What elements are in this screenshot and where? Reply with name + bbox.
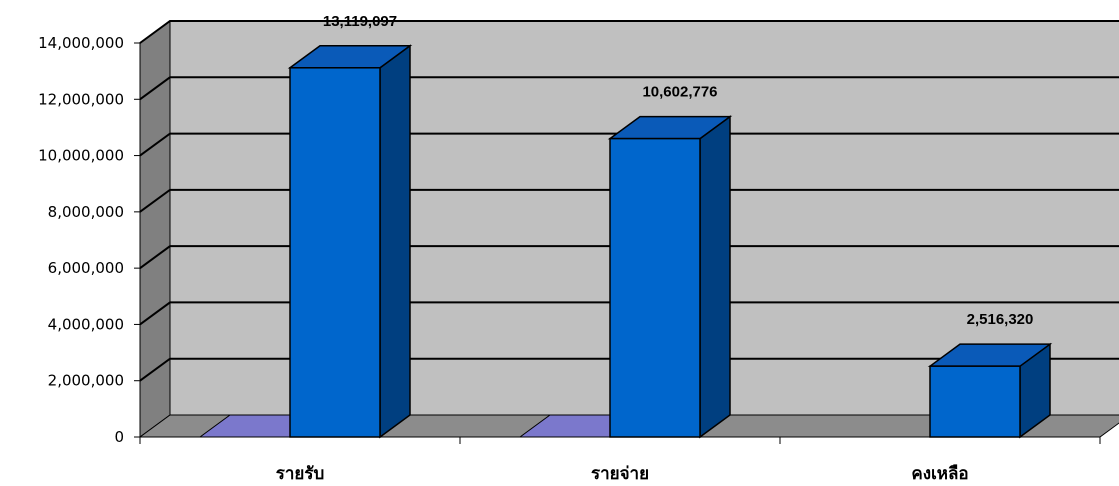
gridline xyxy=(139,301,1119,326)
data-label: 10,602,776 xyxy=(642,84,717,101)
y-tick-label: 0 xyxy=(114,428,124,446)
y-axis: 0 2,000,000 4,000,000 6,000,000 8,000,000 10,… xyxy=(38,34,141,446)
x-category-label: รายรับ xyxy=(276,464,325,484)
data-labels: 13,119,097 10,602,776 2,516,320 xyxy=(323,13,1033,328)
side-wall xyxy=(139,20,171,438)
bar-front xyxy=(289,67,381,438)
bar xyxy=(518,115,733,439)
bar xyxy=(198,44,413,439)
y-tick-label: 10,000,000 xyxy=(38,147,124,165)
gridlines xyxy=(139,20,1119,382)
data-label: 13,119,097 xyxy=(323,13,397,30)
gridline xyxy=(139,132,1119,157)
gridline xyxy=(139,76,1119,101)
x-category-label: รายจ่าย xyxy=(591,464,649,484)
bar-front xyxy=(929,365,1021,438)
x-category-label: คงเหลือ xyxy=(911,463,968,484)
data-label: 2,516,320 xyxy=(967,311,1034,328)
gridline xyxy=(139,20,1119,44)
y-tick-label: 4,000,000 xyxy=(48,315,124,333)
gridline xyxy=(139,357,1119,382)
bar-side xyxy=(379,44,411,439)
y-tick-label: 14,000,000 xyxy=(38,34,124,52)
y-tick-label: 12,000,000 xyxy=(38,90,124,108)
gridline xyxy=(139,188,1119,213)
bar xyxy=(927,342,1053,439)
bars xyxy=(198,44,1053,439)
y-tick-label: 8,000,000 xyxy=(48,203,124,221)
bar-front xyxy=(609,137,701,438)
bar-side xyxy=(699,115,731,439)
y-tick-label: 2,000,000 xyxy=(48,372,124,390)
y-tick-label: 6,000,000 xyxy=(48,259,124,277)
x-axis: รายรับ รายจ่าย คงเหลือ xyxy=(139,436,1101,484)
gridline xyxy=(139,245,1119,269)
